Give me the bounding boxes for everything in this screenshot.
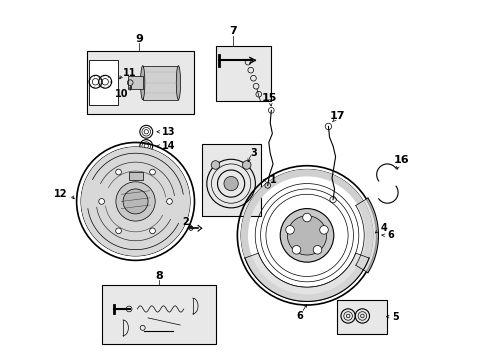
Text: 15: 15 — [261, 93, 277, 103]
Circle shape — [149, 228, 155, 234]
Circle shape — [319, 226, 327, 234]
Text: 4: 4 — [380, 223, 386, 233]
FancyBboxPatch shape — [102, 285, 216, 344]
Text: 8: 8 — [155, 271, 163, 282]
Text: 6: 6 — [296, 311, 303, 321]
Circle shape — [313, 246, 321, 254]
Polygon shape — [244, 253, 368, 301]
Circle shape — [116, 228, 121, 234]
FancyBboxPatch shape — [216, 46, 271, 102]
Text: 13: 13 — [162, 127, 176, 137]
FancyBboxPatch shape — [201, 144, 260, 216]
Bar — [129, 172, 143, 180]
Circle shape — [285, 226, 294, 234]
Text: 11: 11 — [123, 68, 136, 78]
Text: 12: 12 — [54, 189, 67, 199]
Wedge shape — [81, 147, 189, 256]
Text: 10: 10 — [115, 89, 128, 99]
Text: 17: 17 — [329, 111, 345, 121]
Circle shape — [116, 169, 121, 175]
Text: 7: 7 — [229, 26, 237, 36]
Text: 14: 14 — [162, 141, 176, 151]
Circle shape — [242, 161, 250, 169]
Circle shape — [99, 199, 104, 204]
Text: 5: 5 — [392, 312, 399, 321]
Text: 6: 6 — [386, 230, 393, 240]
Circle shape — [149, 169, 155, 175]
Ellipse shape — [176, 66, 180, 100]
Circle shape — [224, 176, 238, 191]
Circle shape — [211, 161, 219, 169]
Polygon shape — [355, 198, 378, 273]
Wedge shape — [241, 169, 372, 301]
Circle shape — [188, 226, 193, 230]
Text: 1: 1 — [269, 175, 276, 185]
Bar — [142, 66, 178, 100]
Circle shape — [302, 213, 311, 222]
Bar — [89, 60, 118, 105]
Text: 16: 16 — [393, 156, 408, 165]
Bar — [128, 76, 142, 89]
Text: 2: 2 — [182, 217, 188, 227]
Circle shape — [123, 189, 148, 214]
Circle shape — [166, 199, 172, 204]
FancyBboxPatch shape — [337, 300, 386, 334]
Text: 9: 9 — [135, 34, 143, 44]
Circle shape — [287, 216, 326, 255]
Circle shape — [292, 246, 300, 254]
Ellipse shape — [140, 66, 144, 100]
Circle shape — [116, 182, 155, 221]
Circle shape — [280, 208, 333, 262]
Text: 3: 3 — [250, 148, 257, 158]
FancyBboxPatch shape — [87, 51, 194, 114]
